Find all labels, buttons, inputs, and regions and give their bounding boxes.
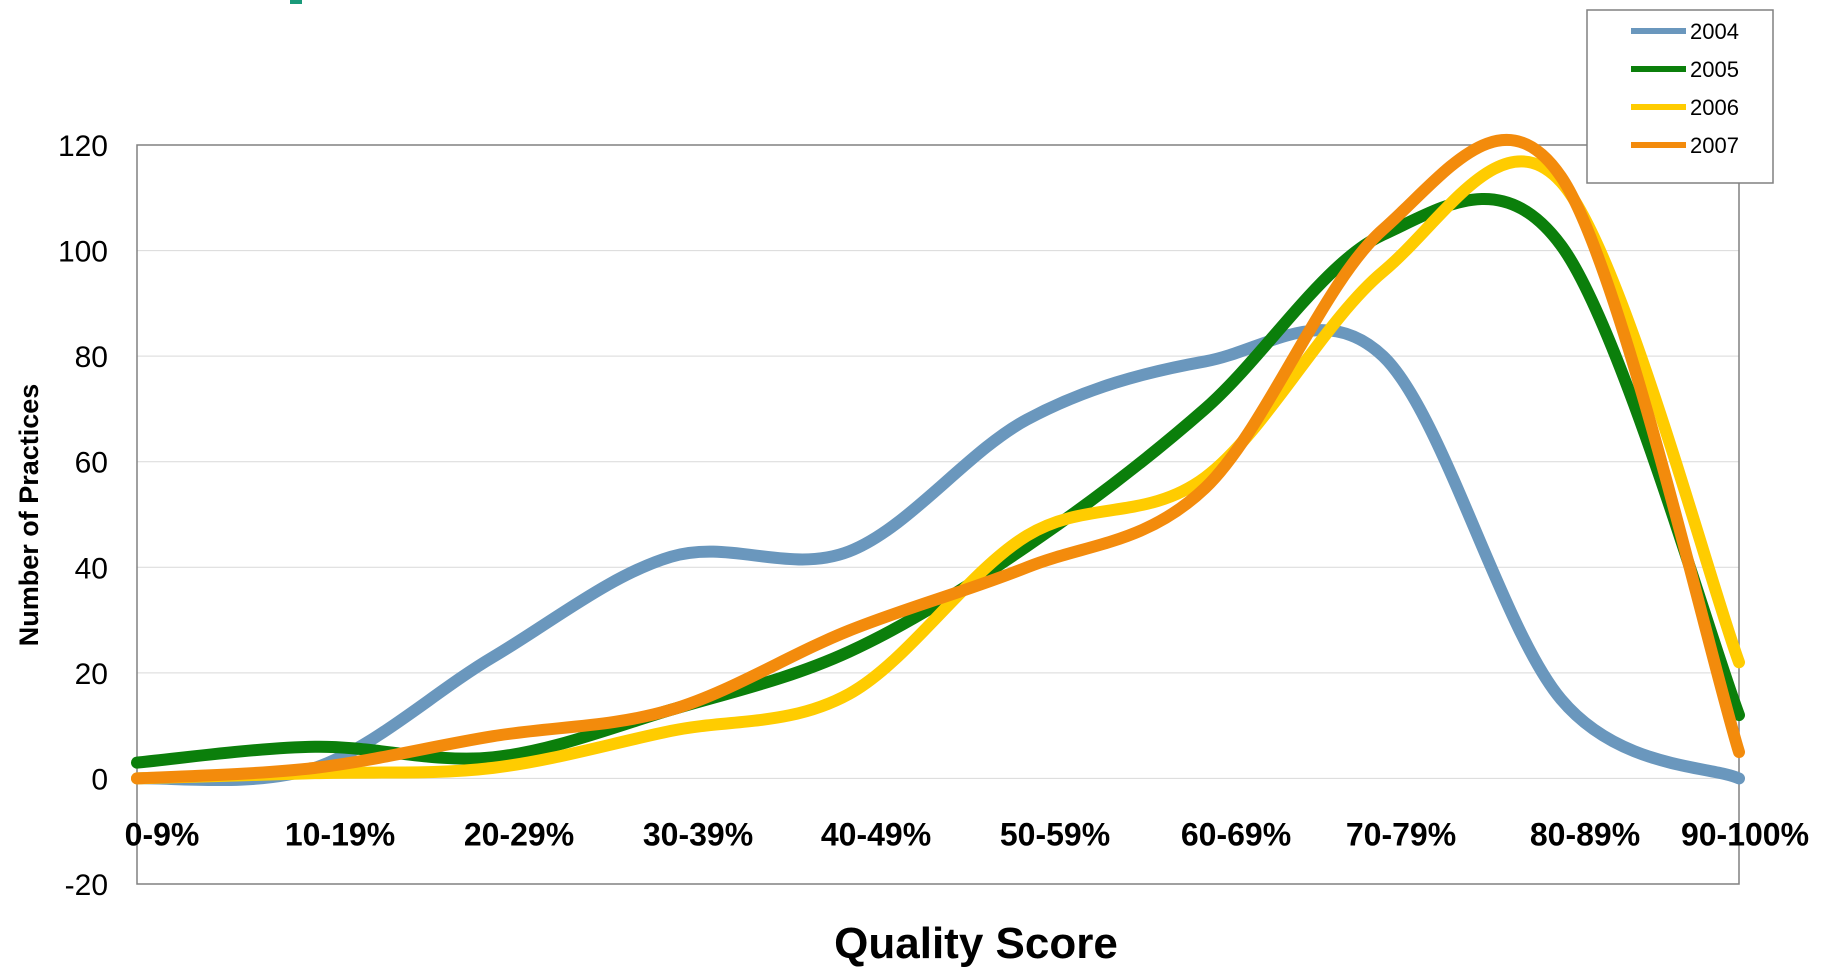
x-category-label: 70-79% bbox=[1346, 816, 1456, 852]
legend-label-2007: 2007 bbox=[1690, 133, 1739, 158]
x-category-label: 20-29% bbox=[464, 816, 574, 852]
series-line-2004 bbox=[131, 324, 1745, 787]
series-line-2006 bbox=[131, 155, 1745, 785]
legend-box bbox=[1586, 9, 1774, 184]
y-tick-label: 60 bbox=[75, 447, 108, 480]
y-tick-label: 80 bbox=[75, 341, 108, 374]
legend-label-2006: 2006 bbox=[1690, 95, 1739, 120]
y-axis-title: Number of Practices bbox=[14, 384, 44, 647]
series-lines bbox=[131, 134, 1745, 787]
legend-label-2005: 2005 bbox=[1690, 57, 1739, 82]
y-tick-label: -20 bbox=[65, 869, 108, 902]
x-axis-categories: 0-9% 10-19% 20-29% 30-39% 40-49% 50-59% 60-69%… bbox=[125, 816, 1809, 852]
y-tick-label: 120 bbox=[58, 130, 108, 163]
y-tick-label: 20 bbox=[75, 658, 108, 691]
x-category-label: 10-19% bbox=[285, 816, 395, 852]
y-tick-label: 0 bbox=[91, 763, 108, 796]
x-category-label: 90-100% bbox=[1681, 816, 1809, 852]
legend-label-2004: 2004 bbox=[1690, 19, 1739, 44]
plot-area bbox=[136, 144, 1740, 885]
y-tick-label: 40 bbox=[75, 552, 108, 585]
x-category-label: 80-89% bbox=[1530, 816, 1640, 852]
x-category-label: 0-9% bbox=[125, 816, 200, 852]
gridlines bbox=[137, 250, 1739, 779]
x-category-label: 50-59% bbox=[1000, 816, 1110, 852]
legend: 2004 2005 2006 2007 bbox=[1586, 9, 1774, 184]
x-axis-title: Quality Score bbox=[834, 919, 1118, 968]
series-line-2005 bbox=[131, 192, 1745, 769]
x-category-label: 40-49% bbox=[821, 816, 931, 852]
x-category-label: 30-39% bbox=[643, 816, 753, 852]
header-fragment bbox=[290, 0, 302, 4]
y-tick-label: 100 bbox=[58, 236, 108, 269]
y-axis-ticks: 120 100 80 60 40 20 0 -20 bbox=[58, 130, 108, 902]
x-category-label: 60-69% bbox=[1181, 816, 1291, 852]
series-line-2007 bbox=[131, 134, 1745, 785]
